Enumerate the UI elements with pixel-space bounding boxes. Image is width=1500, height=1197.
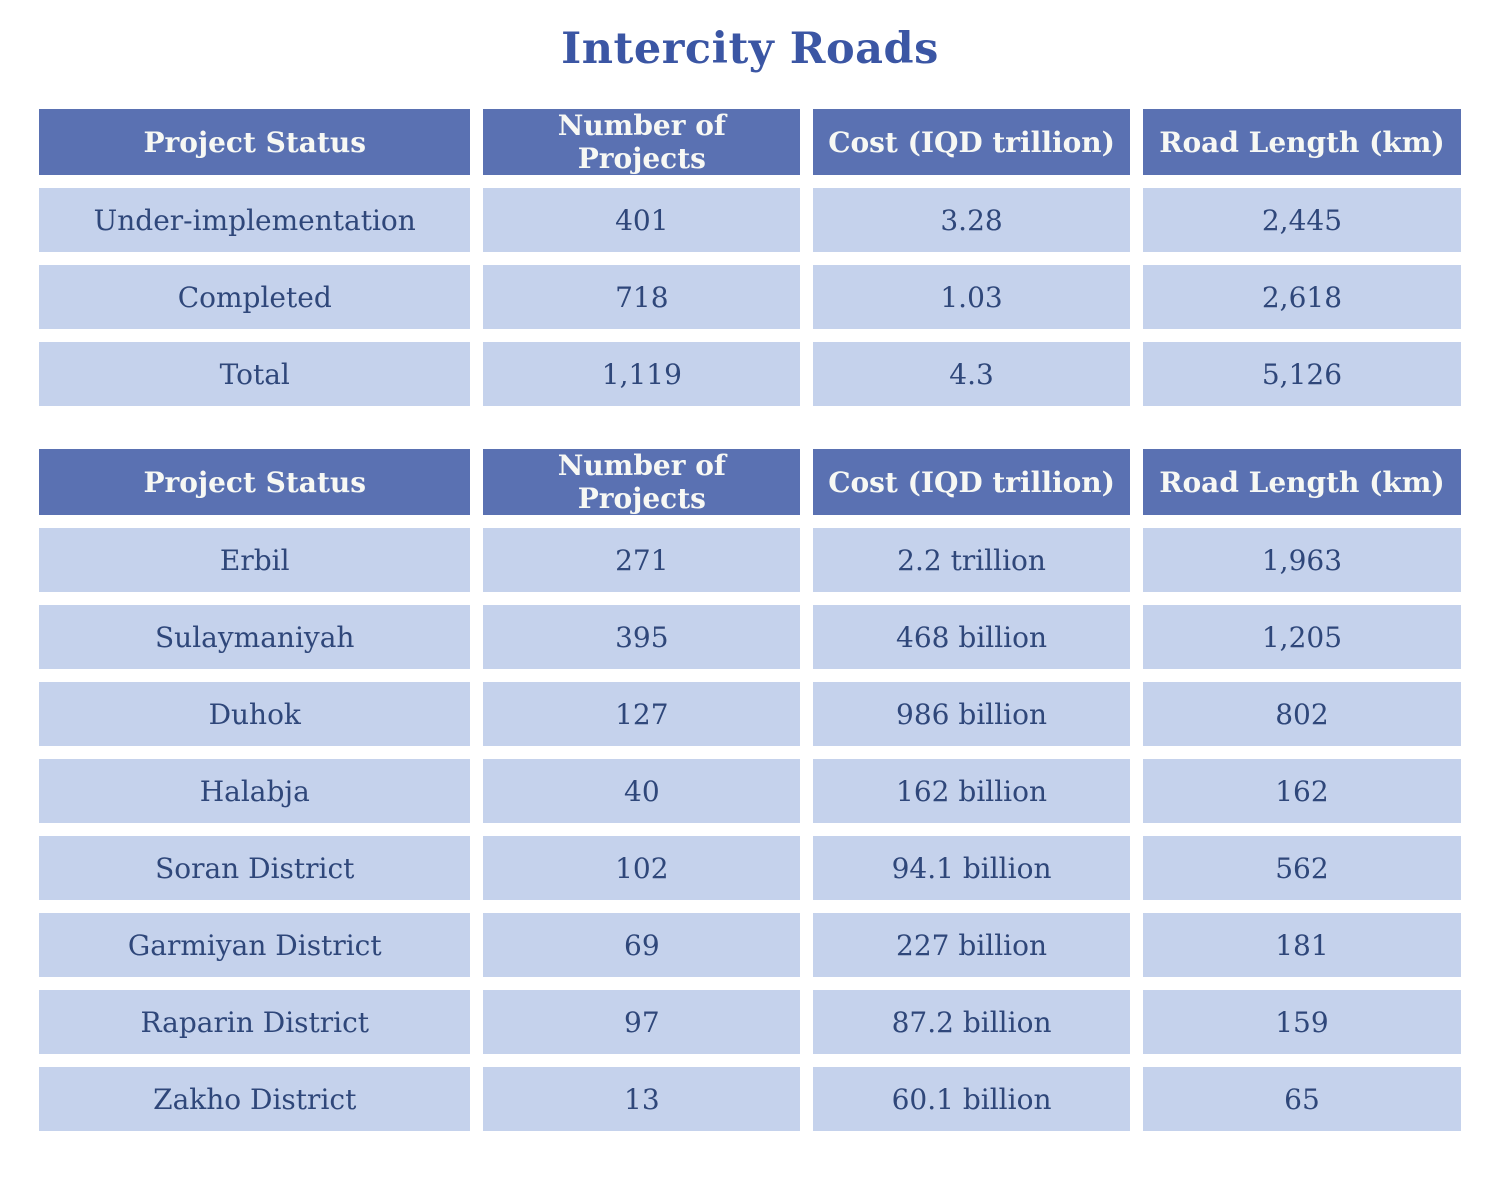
header-row: Project Status Number of Projects Cost (… bbox=[39, 109, 1461, 175]
cell-road-length: 1,963 bbox=[1142, 528, 1461, 592]
cell-cost: 87.2 billion bbox=[813, 990, 1130, 1054]
cell-cost: 94.1 billion bbox=[813, 836, 1130, 900]
cell-road-length: 159 bbox=[1142, 990, 1461, 1054]
cell-cost: 162 billion bbox=[813, 759, 1130, 823]
table-row: Under-implementation 401 3.28 2,445 bbox=[39, 188, 1461, 252]
cell-projects: 69 bbox=[483, 913, 801, 977]
column-header-project-status: Project Status bbox=[39, 449, 471, 515]
cell-region: Garmiyan District bbox=[39, 913, 471, 977]
cell-projects: 40 bbox=[483, 759, 801, 823]
cell-region: Halabja bbox=[39, 759, 471, 823]
cell-cost: 468 billion bbox=[813, 605, 1130, 669]
page-title: Intercity Roads bbox=[561, 24, 939, 74]
cell-projects: 13 bbox=[483, 1067, 801, 1131]
cell-road-length: 181 bbox=[1142, 913, 1461, 977]
cell-cost: 227 billion bbox=[813, 913, 1130, 977]
cell-cost: 60.1 billion bbox=[813, 1067, 1130, 1131]
cell-projects: 97 bbox=[483, 990, 801, 1054]
cell-cost: 986 billion bbox=[813, 682, 1130, 746]
table-row: Halabja 40 162 billion 162 bbox=[39, 759, 1461, 823]
cell-road-length: 802 bbox=[1142, 682, 1461, 746]
cell-status: Completed bbox=[39, 265, 471, 329]
cell-projects: 718 bbox=[483, 265, 801, 329]
cell-region: Soran District bbox=[39, 836, 471, 900]
column-header-road-length: Road Length (km) bbox=[1142, 109, 1461, 175]
column-header-cost: Cost (IQD trillion) bbox=[813, 109, 1130, 175]
cell-projects: 395 bbox=[483, 605, 801, 669]
cell-road-length: 2,618 bbox=[1142, 265, 1461, 329]
column-header-cost: Cost (IQD trillion) bbox=[813, 449, 1130, 515]
table-row: Completed 718 1.03 2,618 bbox=[39, 265, 1461, 329]
cell-road-length: 65 bbox=[1142, 1067, 1461, 1131]
table-row: Garmiyan District 69 227 billion 181 bbox=[39, 913, 1461, 977]
cell-road-length: 1,205 bbox=[1142, 605, 1461, 669]
cell-road-length: 162 bbox=[1142, 759, 1461, 823]
table-row: Erbil 271 2.2 trillion 1,963 bbox=[39, 528, 1461, 592]
cell-road-length: 562 bbox=[1142, 836, 1461, 900]
column-header-road-length: Road Length (km) bbox=[1142, 449, 1461, 515]
cell-region: Zakho District bbox=[39, 1067, 471, 1131]
status-summary-table: Project Status Number of Projects Cost (… bbox=[26, 96, 1474, 419]
table-row: Soran District 102 94.1 billion 562 bbox=[39, 836, 1461, 900]
table-row: Zakho District 13 60.1 billion 65 bbox=[39, 1067, 1461, 1131]
cell-cost: 2.2 trillion bbox=[813, 528, 1130, 592]
cell-road-length: 2,445 bbox=[1142, 188, 1461, 252]
column-header-number-of-projects: Number of Projects bbox=[483, 449, 801, 515]
cell-projects: 127 bbox=[483, 682, 801, 746]
cell-status: Total bbox=[39, 342, 471, 406]
table-separator bbox=[0, 419, 1500, 436]
cell-region: Raparin District bbox=[39, 990, 471, 1054]
cell-projects: 1,119 bbox=[483, 342, 801, 406]
table-row: Duhok 127 986 billion 802 bbox=[39, 682, 1461, 746]
cell-projects: 271 bbox=[483, 528, 801, 592]
header-row: Project Status Number of Projects Cost (… bbox=[39, 449, 1461, 515]
cell-region: Duhok bbox=[39, 682, 471, 746]
cell-road-length: 5,126 bbox=[1142, 342, 1461, 406]
cell-cost: 3.28 bbox=[813, 188, 1130, 252]
cell-projects: 102 bbox=[483, 836, 801, 900]
cell-region: Erbil bbox=[39, 528, 471, 592]
column-header-project-status: Project Status bbox=[39, 109, 471, 175]
column-header-number-of-projects: Number of Projects bbox=[483, 109, 801, 175]
cell-cost: 1.03 bbox=[813, 265, 1130, 329]
cell-projects: 401 bbox=[483, 188, 801, 252]
table-row: Sulaymaniyah 395 468 billion 1,205 bbox=[39, 605, 1461, 669]
table-row: Raparin District 97 87.2 billion 159 bbox=[39, 990, 1461, 1054]
cell-status: Under-implementation bbox=[39, 188, 471, 252]
table-row-total: Total 1,119 4.3 5,126 bbox=[39, 342, 1461, 406]
cell-region: Sulaymaniyah bbox=[39, 605, 471, 669]
cell-cost: 4.3 bbox=[813, 342, 1130, 406]
regional-breakdown-table: Project Status Number of Projects Cost (… bbox=[26, 436, 1474, 1144]
